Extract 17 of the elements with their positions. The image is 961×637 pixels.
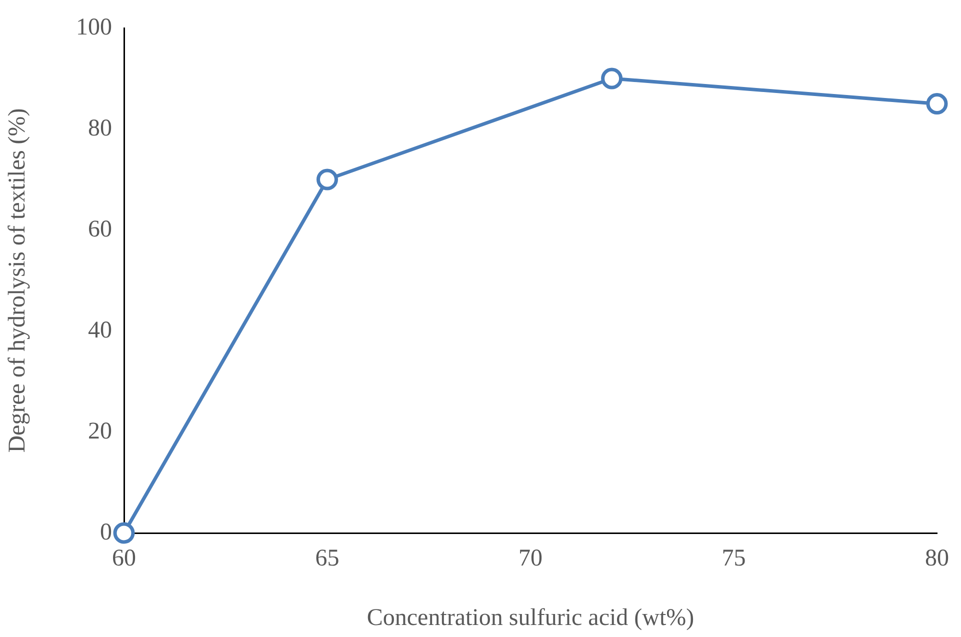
x-tick-label: 80	[925, 546, 949, 572]
y-tick-label: 60	[88, 216, 112, 242]
x-tick-label: 75	[722, 546, 746, 572]
y-tick-label: 40	[88, 317, 112, 344]
point	[926, 93, 948, 114]
x-tick-label: 70	[518, 546, 542, 572]
x-axis-title: Concentration sulfuric acid (wt%)	[366, 604, 694, 631]
point	[316, 168, 338, 190]
y-axis-title: Degree of hydrolysis of textiles (%)	[4, 108, 31, 453]
y-tick-label: 20	[88, 418, 112, 444]
point	[601, 68, 623, 90]
y-tick-label: 100	[76, 14, 112, 40]
y-tick-label: 80	[88, 115, 112, 142]
point	[113, 522, 135, 544]
x-tick-label: 60	[112, 546, 136, 572]
y-tick-label: 0	[100, 519, 112, 546]
x-tick-label: 65	[315, 546, 340, 572]
